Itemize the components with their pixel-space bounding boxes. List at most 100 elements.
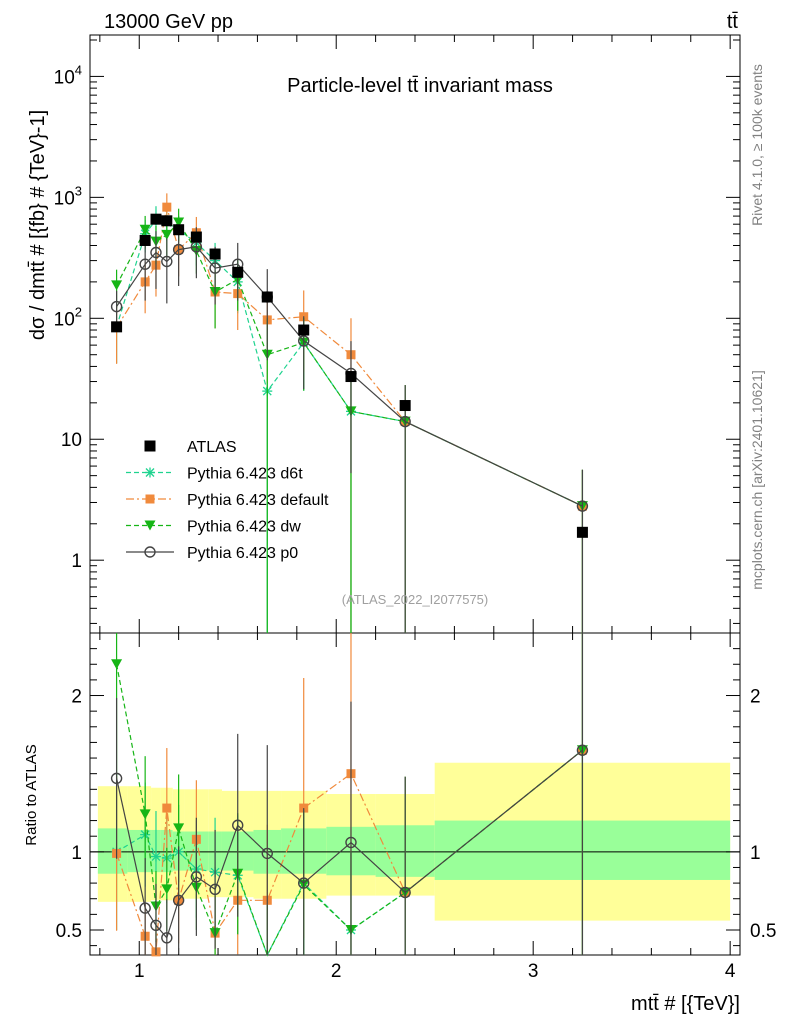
point-atlas [209, 248, 221, 260]
point-atlas [139, 234, 151, 246]
ratio-point-p0-circle [161, 932, 173, 944]
ratio-point-p0 [209, 883, 221, 896]
point-dw [161, 229, 173, 240]
ratio-point-p0-circle [190, 871, 203, 883]
ratio-point-p0-circle [345, 836, 357, 849]
legend-marker [144, 546, 156, 558]
point-default [162, 202, 172, 212]
ratio-point-p0-circle [576, 744, 589, 756]
point-p0 [298, 335, 310, 347]
ratio-point-p0 [150, 919, 162, 932]
series-atlas [111, 213, 588, 538]
legend-marker [145, 494, 155, 504]
ratio-point-p0 [190, 871, 203, 883]
point-p0-circle [576, 500, 589, 512]
point-p0 [209, 262, 221, 274]
legend-label: Pythia 6.423 dw [187, 519, 301, 536]
y-axis-label: dσ / dmtt̄ # [{fb} # {TeV}-1] [27, 110, 49, 340]
legend-marker-stroke [145, 468, 155, 477]
point-atlas-square [232, 266, 244, 278]
point-dw-triangle [139, 224, 151, 235]
point-atlas-square [190, 231, 202, 243]
point-atlas [345, 371, 357, 383]
ratio-point-dw [173, 823, 185, 834]
point-atlas-square [399, 400, 411, 412]
y-tick-label: 10 [61, 430, 82, 451]
x-tick-label: 4 [725, 961, 736, 982]
legend-marker-square [145, 494, 155, 504]
point-atlas [161, 215, 173, 227]
point-p0 [110, 300, 123, 313]
legend-label: Pythia 6.423 default [187, 492, 329, 509]
ratio-y-axis-label: Ratio to ATLAS [23, 744, 40, 845]
point-p0 [161, 255, 173, 268]
point-p0-circle [298, 335, 310, 347]
point-atlas [576, 526, 588, 538]
process-label: tt̄ [727, 11, 739, 33]
point-atlas-square [111, 321, 123, 333]
ratio-point-p0 [161, 932, 173, 944]
ratio-point-dw-triangle [173, 823, 185, 834]
ratio-y-tick-label: 0.5 [56, 921, 82, 942]
legend-item: Pythia 6.423 default [126, 492, 329, 509]
ratio-point-p0 [345, 836, 357, 849]
point-atlas-square [173, 224, 185, 236]
ratio-point-p0 [576, 744, 589, 756]
ratio-point-p0 [399, 886, 411, 899]
point-p0-circle [209, 262, 221, 274]
analysis-watermark: (ATLAS_2022_I2077575) [342, 592, 488, 607]
point-dw-triangle [161, 229, 173, 240]
legend-marker [144, 440, 156, 452]
point-dw [111, 280, 123, 291]
ratio-point-dw-triangle [111, 659, 123, 670]
ratio-point-dw [111, 659, 123, 670]
point-p0 [576, 500, 589, 512]
ratio-point-p0-circle [172, 894, 185, 906]
point-atlas-square [209, 248, 221, 260]
chart-title: Particle-level tt̄ invariant mass [287, 75, 553, 97]
point-p0-circle [161, 255, 173, 268]
point-p0 [139, 258, 151, 270]
point-atlas [190, 231, 202, 243]
point-p0 [172, 243, 185, 256]
legend-marker [144, 520, 156, 531]
legend-item: Pythia 6.423 dw [126, 519, 301, 536]
ratio-point-default-square [162, 803, 172, 813]
ratio-point-p0-circle [232, 819, 244, 831]
legend-item: Pythia 6.423 d6t [126, 466, 303, 483]
point-p0-circle [139, 258, 151, 270]
x-tick-label: 2 [331, 961, 342, 982]
point-p0 [150, 246, 162, 259]
point-atlas-square [150, 213, 162, 225]
ratio-point-p0-circle [399, 886, 411, 899]
point-atlas-square [345, 371, 357, 383]
x-tick-label: 1 [134, 961, 145, 982]
point-default-square [162, 202, 172, 212]
point-p0-circle [399, 415, 411, 428]
ratio-point-p0-circle [150, 919, 162, 932]
ratio-point-p0 [261, 847, 273, 860]
point-p0-circle [110, 300, 123, 313]
point-atlas [232, 266, 244, 278]
ratio-point-d6t-stroke [151, 852, 161, 861]
x-tick-label: 3 [528, 961, 539, 982]
y-tick-label: 103 [54, 183, 82, 209]
point-dw [139, 224, 151, 235]
legend-marker-square [144, 440, 156, 452]
legend-marker-circle [144, 546, 156, 558]
legend-label: Pythia 6.423 d6t [187, 466, 303, 483]
x-axis-label: mtt̄ # [{TeV}] [631, 993, 740, 1015]
ratio-point-dw [161, 884, 173, 895]
y-tick-label: 104 [54, 62, 82, 88]
point-atlas-square [576, 526, 588, 538]
ratio-point-default [162, 803, 172, 813]
series-d6t [111, 206, 588, 633]
point-p0 [399, 415, 411, 428]
point-p0-circle [150, 246, 162, 259]
ratio-point-p0-circle [209, 883, 221, 896]
energy-label: 13000 GeV pp [104, 11, 233, 33]
point-atlas [298, 324, 310, 336]
ratio-point-p0 [172, 894, 185, 906]
legend-marker [145, 467, 155, 478]
ratio-point-p0-circle [139, 902, 151, 914]
